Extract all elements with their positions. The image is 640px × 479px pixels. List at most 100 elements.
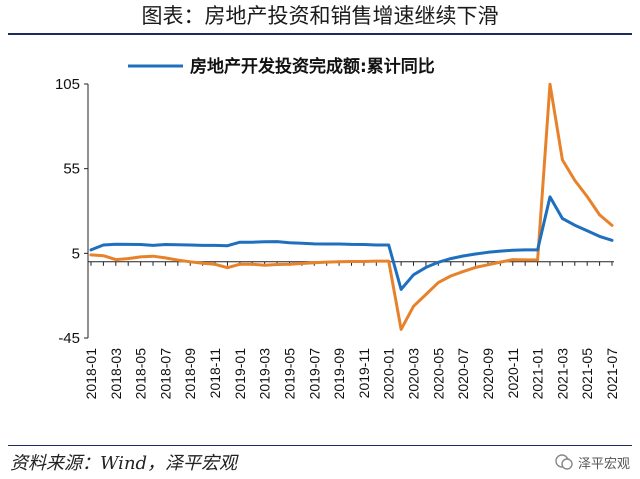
data-point	[437, 261, 440, 264]
x-tick-label: 2018-09	[182, 348, 198, 400]
data-point	[424, 266, 428, 269]
x-tick-label: 2020-01	[381, 348, 397, 400]
data-point	[561, 158, 564, 162]
data-point	[337, 242, 341, 246]
data-point	[511, 249, 514, 252]
x-tick-label: 2021-01	[530, 348, 546, 400]
data-point	[350, 243, 353, 246]
data-point	[437, 281, 440, 284]
data-point	[486, 251, 490, 254]
data-point	[176, 243, 179, 246]
data-point	[375, 259, 378, 263]
data-point	[511, 258, 514, 261]
data-point	[127, 257, 130, 260]
y-tick-label: 105	[55, 76, 80, 93]
data-point	[449, 257, 452, 260]
data-point	[461, 254, 465, 258]
data-point	[387, 259, 390, 263]
x-tick-label: 2019-09	[331, 348, 347, 400]
data-point	[325, 260, 328, 264]
data-point	[548, 195, 552, 199]
data-point	[449, 274, 452, 278]
x-tick-label: 2020-03	[406, 348, 422, 400]
data-point	[561, 217, 564, 220]
y-tick-label: -45	[58, 330, 80, 347]
x-tick-label: 2018-11	[207, 348, 223, 399]
data-point	[424, 293, 428, 296]
data-point	[300, 242, 304, 245]
data-point	[313, 242, 316, 246]
footer-divider	[8, 445, 632, 446]
data-point	[238, 263, 242, 266]
data-point	[387, 243, 390, 247]
data-point	[226, 266, 229, 269]
data-point	[412, 273, 415, 276]
data-point	[151, 244, 155, 247]
x-tick-label: 2020-11	[505, 348, 521, 399]
data-point	[251, 263, 254, 266]
data-point	[598, 213, 601, 217]
series-1	[89, 195, 614, 291]
x-tick-label: 2021-05	[579, 348, 595, 400]
data-point	[412, 305, 415, 308]
series-line	[89, 82, 614, 331]
watermark: 泽平宏观	[554, 450, 630, 474]
data-point	[176, 258, 179, 262]
data-point	[114, 243, 118, 246]
data-point	[536, 258, 539, 262]
data-point	[524, 258, 527, 262]
data-point	[610, 239, 614, 242]
x-tick-label: 2019-03	[257, 348, 273, 400]
data-point	[189, 260, 192, 263]
y-tick-label: 55	[63, 161, 80, 178]
x-tick-label: 2020-09	[480, 348, 496, 400]
wechat-icon	[555, 454, 573, 470]
data-point	[251, 241, 254, 244]
data-point	[362, 243, 366, 246]
data-point	[238, 241, 242, 244]
data-point	[586, 229, 589, 232]
data-point	[474, 266, 477, 269]
title-divider	[8, 33, 632, 35]
data-point	[499, 249, 502, 253]
data-point	[598, 235, 601, 238]
data-point	[573, 224, 576, 227]
data-point	[102, 254, 105, 257]
data-point	[114, 258, 118, 261]
x-tick-label: 2019-07	[306, 348, 322, 400]
y-tick-label: 5	[72, 245, 80, 262]
data-point	[325, 242, 328, 246]
data-point	[213, 263, 217, 266]
data-point	[213, 244, 217, 247]
data-point	[288, 241, 291, 244]
data-point	[610, 224, 614, 227]
data-point	[313, 261, 316, 264]
data-point	[164, 256, 167, 260]
data-point	[362, 260, 366, 263]
watermark-text: 泽平宏观	[577, 456, 630, 472]
x-tick-label: 2021-03	[554, 348, 570, 400]
data-point	[139, 255, 142, 259]
data-point	[399, 288, 403, 291]
data-point	[288, 263, 291, 266]
x-tick-label: 2019-05	[281, 348, 297, 400]
x-tick-label: 2021-07	[604, 348, 620, 400]
x-tick-label: 2020-07	[455, 348, 471, 400]
data-point	[275, 263, 279, 266]
data-point	[89, 248, 93, 252]
data-point	[586, 195, 589, 198]
x-tick-label: 2018-01	[83, 348, 99, 400]
legend-label: 房地产开发投资完成额:累计同比	[190, 56, 435, 77]
series-layer	[89, 82, 614, 331]
data-point	[337, 260, 341, 263]
data-point	[486, 263, 490, 266]
data-point	[536, 248, 539, 252]
x-tick-label: 2019-11	[356, 348, 372, 399]
data-point	[189, 243, 192, 247]
data-point	[263, 240, 266, 243]
data-point	[127, 243, 130, 246]
data-point	[151, 255, 155, 258]
data-point	[102, 243, 105, 247]
